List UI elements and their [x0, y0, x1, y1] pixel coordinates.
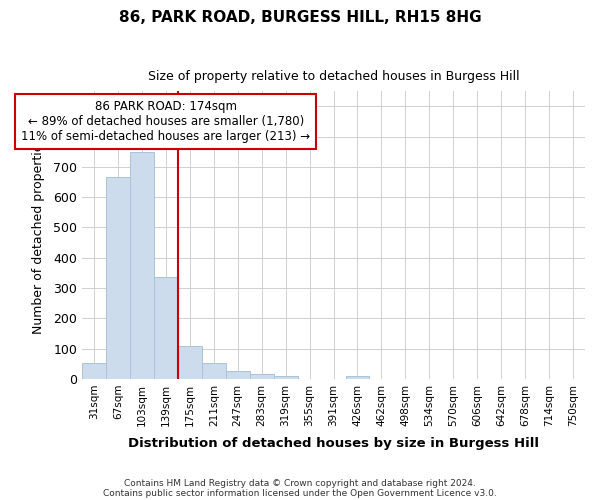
Bar — [82, 363, 106, 379]
Text: 86, PARK ROAD, BURGESS HILL, RH15 8HG: 86, PARK ROAD, BURGESS HILL, RH15 8HG — [119, 10, 481, 25]
Text: 86 PARK ROAD: 174sqm
← 89% of detached houses are smaller (1,780)
11% of semi-de: 86 PARK ROAD: 174sqm ← 89% of detached h… — [22, 100, 310, 143]
Bar — [226, 370, 250, 379]
Text: Contains HM Land Registry data © Crown copyright and database right 2024.: Contains HM Land Registry data © Crown c… — [124, 478, 476, 488]
X-axis label: Distribution of detached houses by size in Burgess Hill: Distribution of detached houses by size … — [128, 437, 539, 450]
Bar — [130, 152, 154, 379]
Title: Size of property relative to detached houses in Burgess Hill: Size of property relative to detached ho… — [148, 70, 520, 83]
Text: Contains public sector information licensed under the Open Government Licence v3: Contains public sector information licen… — [103, 488, 497, 498]
Bar — [154, 276, 178, 379]
Bar — [250, 374, 274, 379]
Y-axis label: Number of detached properties: Number of detached properties — [32, 136, 45, 334]
Bar — [346, 376, 370, 379]
Bar — [178, 346, 202, 379]
Bar — [202, 363, 226, 379]
Bar — [274, 376, 298, 379]
Bar — [106, 178, 130, 379]
